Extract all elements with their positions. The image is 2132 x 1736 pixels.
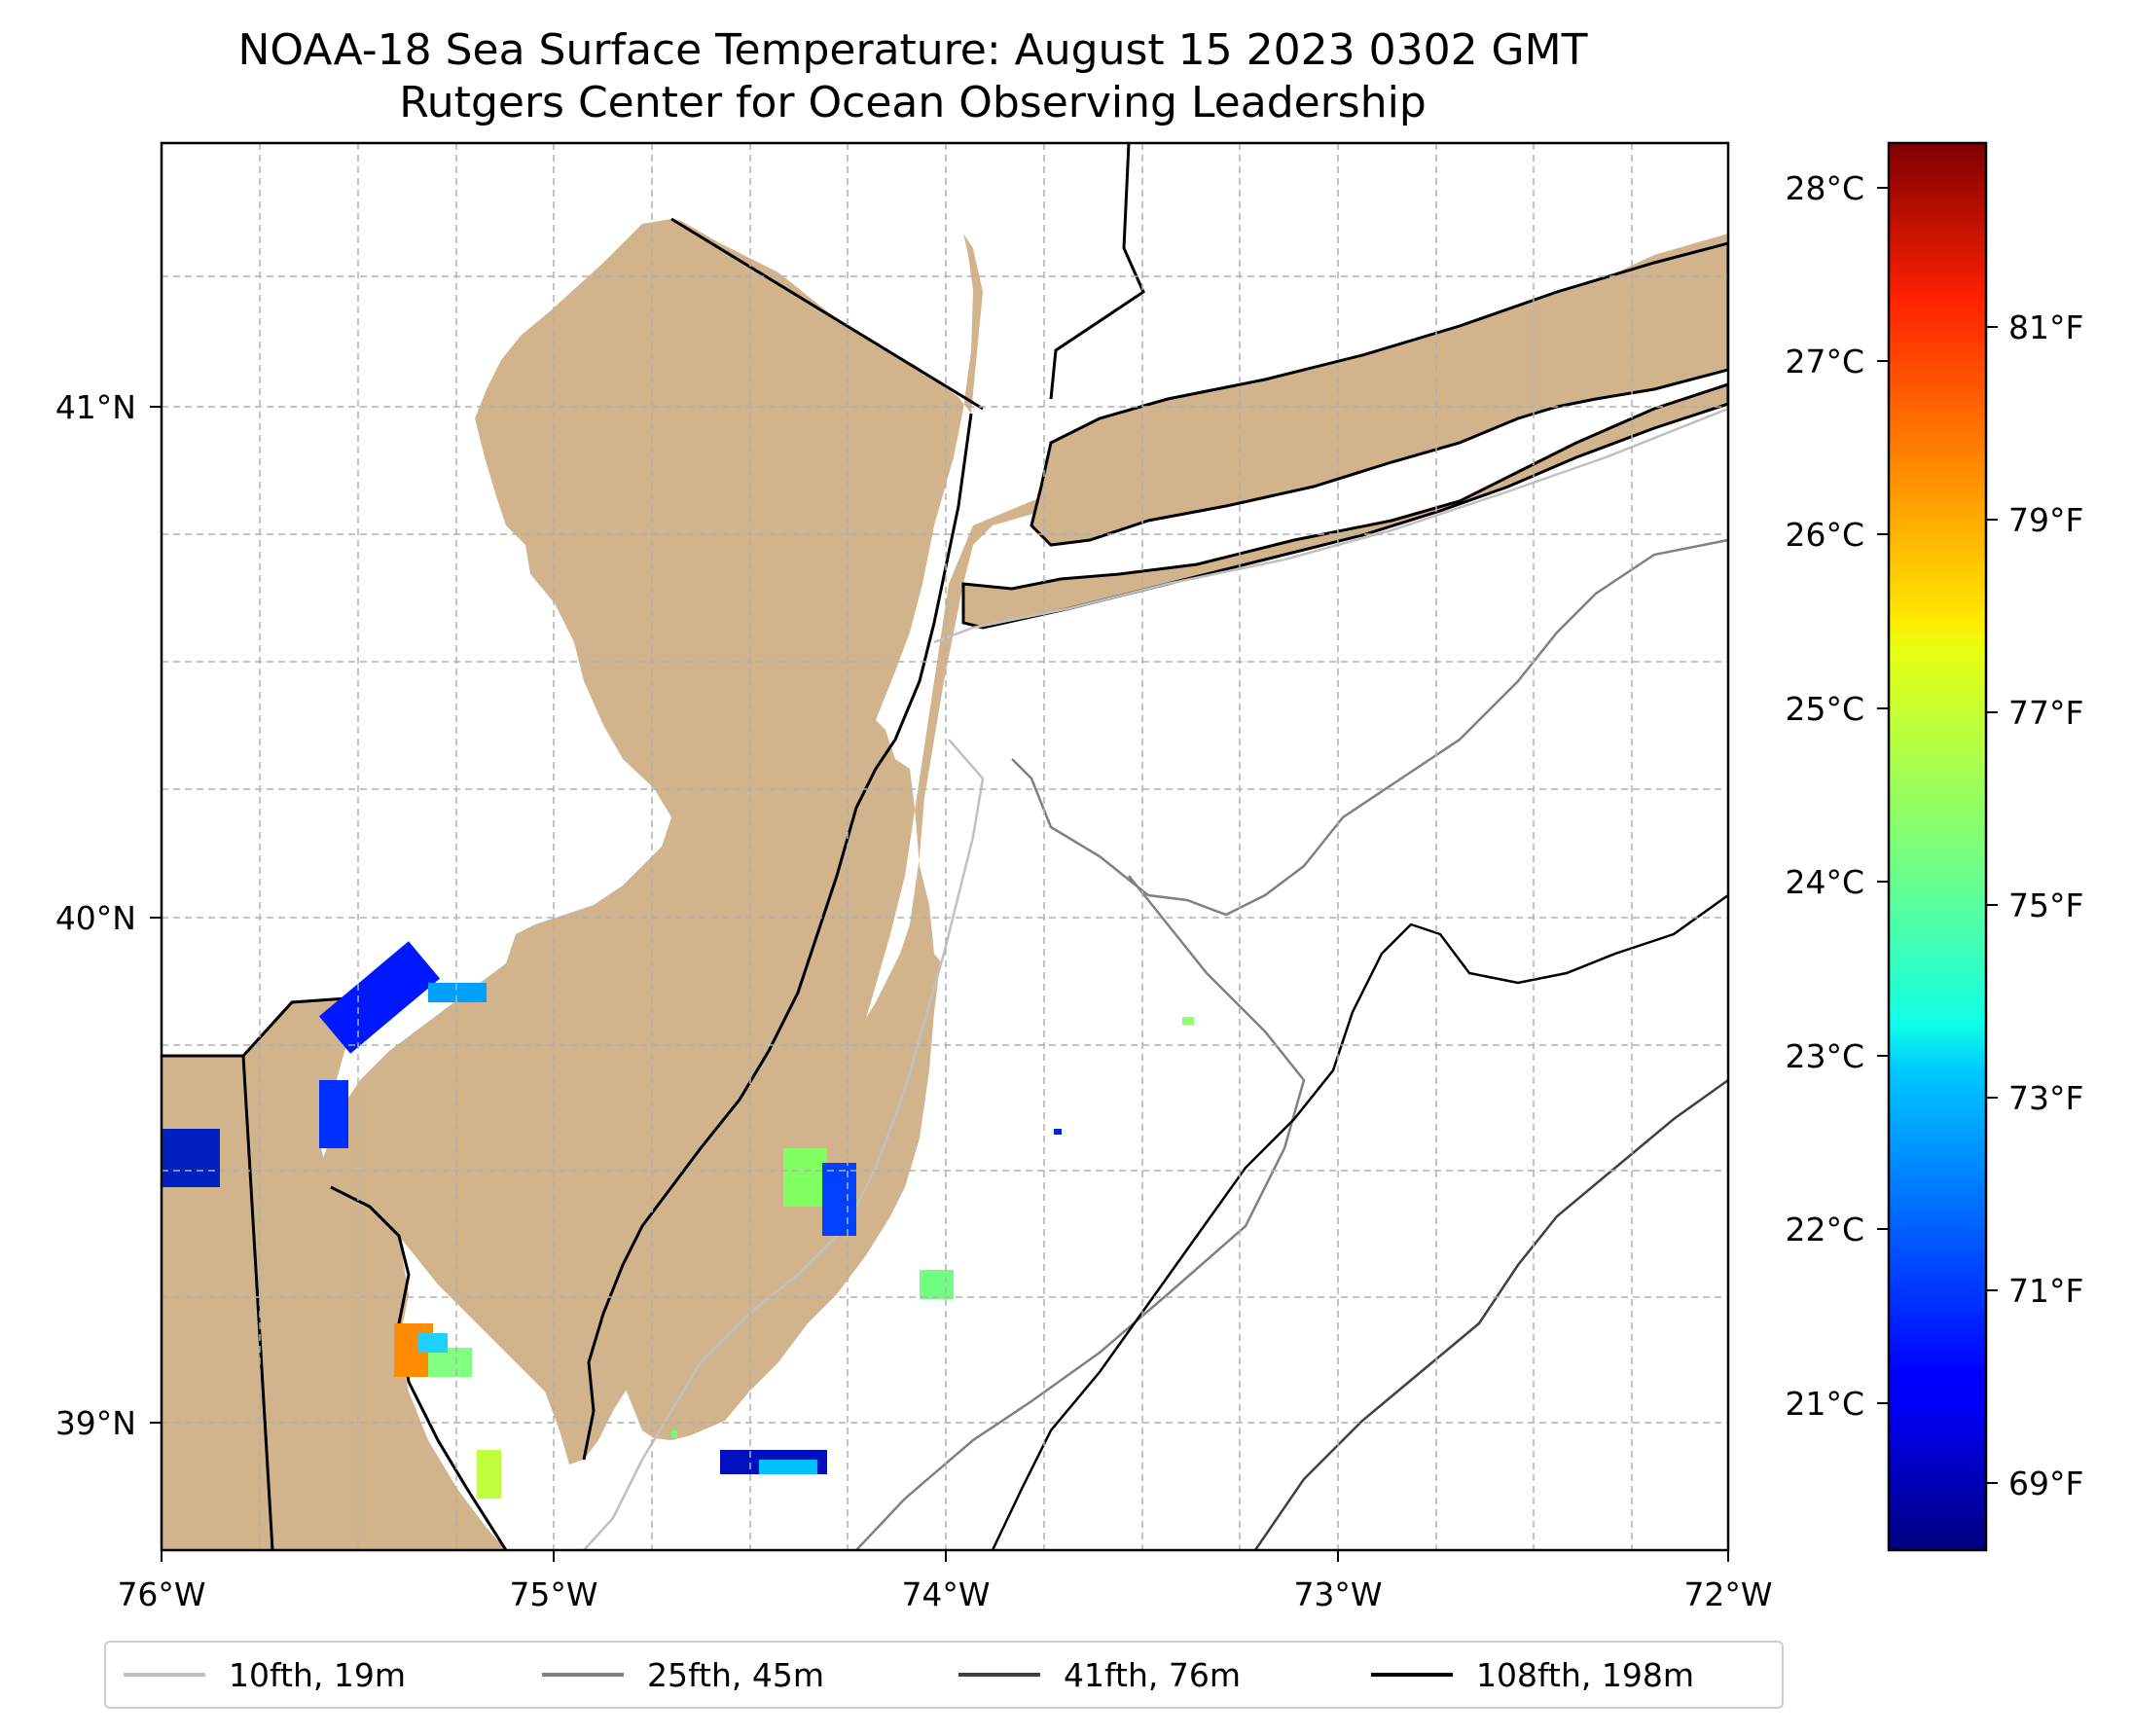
colorbar-fahrenheit-label: 81°F [2008,308,2083,346]
sst-patch-offshore-tiny3 [671,1430,677,1438]
lon-tick-label: 76°W [117,1575,205,1613]
contour-41fth [1253,1078,1728,1550]
contour-10fth [583,407,1728,1550]
lon-tick-label: 75°W [509,1575,597,1613]
contour-108fth [991,893,1728,1550]
sst-patch-offshore-tiny2 [1182,1017,1194,1025]
legend-entry-10fth: 10fth, 19m [124,1643,406,1707]
colorbar-fahrenheit-label: 79°F [2008,501,2083,539]
legend-swatch [1371,1673,1453,1677]
lat-tick-label: 39°N [55,1404,136,1442]
sst-patch-cape-may [477,1450,501,1499]
sst-patch-offshore-south-cyan [759,1460,817,1474]
depth-legend: 10fth, 19m 25fth, 45m 41fth, 76m 108fth,… [104,1641,1784,1709]
colorbar-fahrenheit-label: 75°F [2008,886,2083,924]
lat-tick-label: 40°N [55,899,136,937]
colorbar-celsius-label: 25°C [1785,690,1864,728]
sst-patch-delaware-river [318,941,441,1054]
legend-swatch [958,1673,1040,1677]
land-long-island-upper [1030,241,1728,547]
sst-patch-barnegat-green [783,1148,827,1207]
sst-patch-left-edge [162,1129,220,1187]
lat-tick-label: 41°N [55,388,136,426]
figure-title: NOAA-18 Sea Surface Temperature: August … [237,25,1588,75]
legend-entry-41fth: 41fth, 76m [958,1643,1241,1707]
legend-swatch [542,1673,624,1677]
lon-tick-label: 74°W [901,1575,990,1613]
colorbar-fahrenheit-label: 77°F [2008,694,2083,732]
map-area [162,143,1728,1550]
gridlines [162,143,1728,1550]
colorbar-fahrenheit-label: 69°F [2008,1465,2083,1502]
bathymetry-contours [583,407,1728,1550]
state-borders [162,143,1145,1550]
colorbar [1887,141,1988,1552]
colorbar-celsius-label: 22°C [1785,1211,1864,1248]
border-de-md [241,1055,274,1550]
legend-label: 10fth, 19m [229,1655,406,1694]
colorbar-celsius-label: 27°C [1785,343,1864,380]
legend-label: 108fth, 198m [1476,1655,1694,1694]
lon-tick-label: 73°W [1293,1575,1382,1613]
border-pa-de [162,995,361,1058]
colorbar-celsius-label: 21°C [1785,1385,1864,1423]
legend-entry-25fth: 25fth, 45m [542,1643,824,1707]
colorbar-celsius-label: 24°C [1785,863,1864,901]
legend-swatch [124,1673,205,1677]
coastline-nj [582,413,973,1461]
sst-patch-delaware-mid [319,1080,348,1148]
sst-patch-offshore-green [920,1270,954,1299]
figure-subtitle: Rutgers Center for Ocean Observing Leade… [399,78,1427,127]
lon-tick-label: 72°W [1683,1575,1772,1613]
colorbar-fahrenheit-label: 73°F [2008,1079,2083,1117]
border-ny-ct [1049,143,1145,400]
sst-patch-delaware-bay-cyan [418,1333,448,1353]
legend-label: 41fth, 76m [1064,1655,1241,1694]
colorbar-celsius-label: 26°C [1785,516,1864,554]
colorbar-fahrenheit-label: 71°F [2008,1272,2083,1310]
colorbar-celsius-label: 28°C [1785,169,1864,207]
legend-entry-108fth: 108fth, 198m [1371,1643,1694,1707]
colorbar-ticks [1877,187,1998,1484]
colorbar-celsius-label: 23°C [1785,1037,1864,1075]
sst-patch-delaware-upper [428,983,487,1002]
sst-patch-offshore-tiny1 [1054,1129,1062,1135]
border-ny-nj [670,217,984,411]
axis-ticks [150,406,1729,1562]
legend-label: 25fth, 45m [647,1655,824,1694]
contour-25fth [855,538,1728,1550]
sst-data-patches [162,941,1194,1499]
sst-patch-barnegat-blue [822,1163,856,1236]
